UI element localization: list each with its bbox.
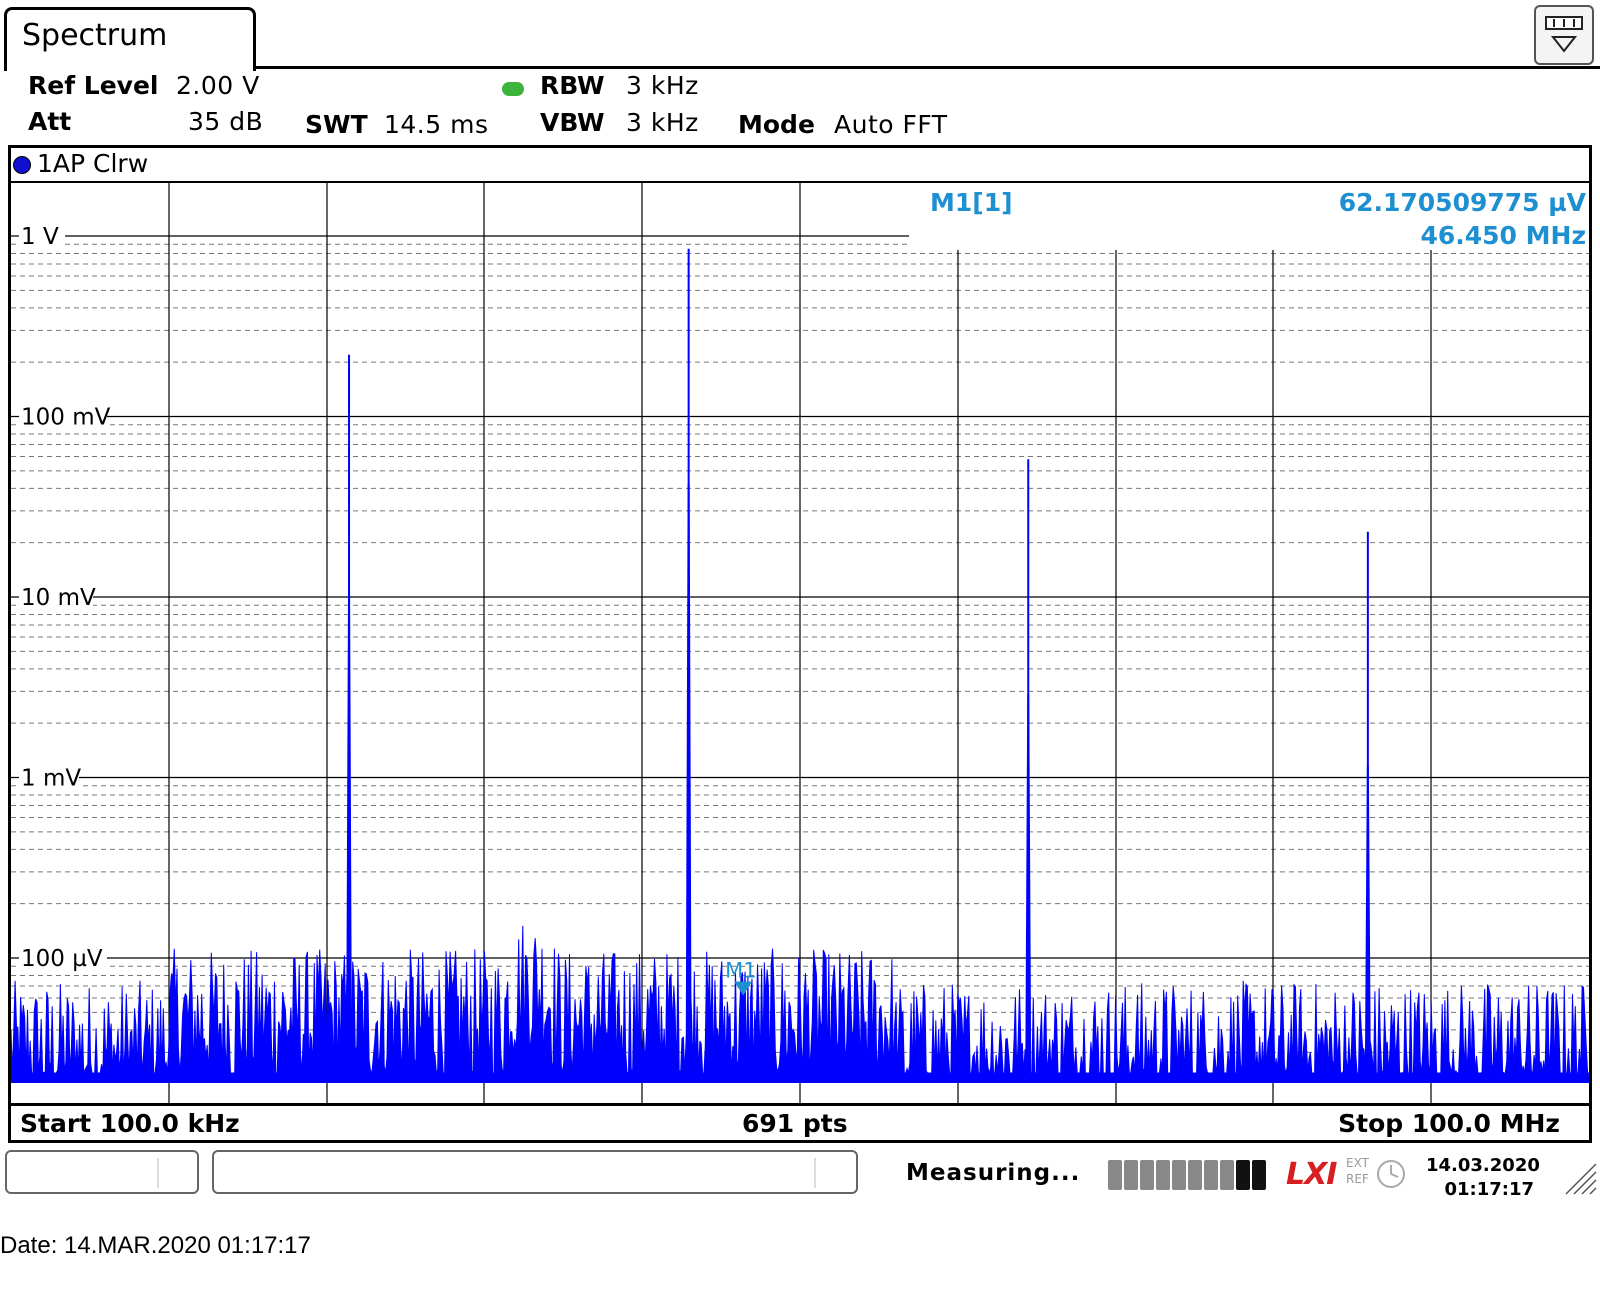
start-frequency: Start 100.0 kHz xyxy=(20,1109,240,1138)
trace-baseline xyxy=(11,1073,1589,1083)
progress-segment xyxy=(1108,1160,1122,1190)
vbw-value: 3 kHz xyxy=(626,108,699,137)
footer-separator xyxy=(11,1103,1589,1106)
progress-segment xyxy=(1236,1160,1250,1190)
rbw-value: 3 kHz xyxy=(626,71,699,100)
status-field-1[interactable] xyxy=(5,1150,199,1194)
lxi-logo-icon: LXI xyxy=(1286,1157,1336,1192)
trace-indicator-icon xyxy=(13,156,31,174)
peak-skirt xyxy=(1365,767,1371,1078)
ref-level-label: Ref Level xyxy=(28,71,159,100)
measuring-status: Measuring... xyxy=(906,1160,1080,1186)
progress-segment xyxy=(1172,1160,1186,1190)
progress-segment xyxy=(1140,1160,1154,1190)
peak-skirt xyxy=(686,484,692,1078)
marker-value: 62.170509775 µV xyxy=(1339,188,1586,217)
vbw-label: VBW xyxy=(540,108,605,137)
marker-name: M1[1] xyxy=(930,188,1013,217)
mode-value: Auto FFT xyxy=(834,110,948,139)
ext-ref-clock-icon xyxy=(1375,1158,1407,1190)
y-tick-label: 100 µV xyxy=(21,946,103,972)
marker-triangle-icon xyxy=(734,981,752,995)
status-datetime: 14.03.2020 01:17:17 xyxy=(1426,1154,1534,1202)
progress-segment xyxy=(1124,1160,1138,1190)
att-value: 35 dB xyxy=(188,107,263,136)
window-menu-button[interactable] xyxy=(1534,5,1594,65)
progress-segment xyxy=(1188,1160,1202,1190)
status-time: 01:17:17 xyxy=(1426,1178,1534,1202)
swt-label: SWT xyxy=(305,110,368,139)
ext-ref-label: EXT REF xyxy=(1346,1156,1369,1186)
progress-indicator xyxy=(1108,1160,1270,1192)
peak-skirt xyxy=(346,590,352,1078)
progress-segment xyxy=(1204,1160,1218,1190)
rbw-status-indicator xyxy=(502,82,524,96)
progress-segment xyxy=(1156,1160,1170,1190)
att-label: Att xyxy=(28,107,71,136)
progress-segment xyxy=(1252,1160,1266,1190)
y-tick-label: 1 V xyxy=(21,224,59,250)
mode-label: Mode xyxy=(738,110,815,139)
y-tick-label: 10 mV xyxy=(21,585,96,611)
ref-level-value: 2.00 V xyxy=(176,71,260,100)
marker-frequency: 46.450 MHz xyxy=(1420,221,1586,250)
progress-segment xyxy=(1220,1160,1234,1190)
grid xyxy=(11,183,1589,1103)
spectrum-plot[interactable]: 1 V 100 mV 10 mV 1 mV 100 µV M1 xyxy=(11,183,1589,1103)
rbw-label: RBW xyxy=(540,71,605,100)
stop-frequency: Stop 100.0 MHz xyxy=(1338,1109,1560,1138)
status-date: 14.03.2020 xyxy=(1426,1154,1534,1178)
status-field-2[interactable] xyxy=(212,1150,858,1194)
trace-label: 1AP Clrw xyxy=(37,149,148,178)
resize-grip-icon[interactable] xyxy=(1562,1160,1598,1196)
y-tick-label: 100 mV xyxy=(21,405,111,431)
capture-date: Date: 14.MAR.2020 01:17:17 xyxy=(0,1232,311,1260)
peak-skirt xyxy=(1025,694,1031,1078)
tab-title: Spectrum xyxy=(22,18,167,53)
marker-tag: M1 xyxy=(725,958,756,982)
point-count: 691 pts xyxy=(742,1109,848,1138)
y-tick-label: 1 mV xyxy=(21,766,81,792)
tab-underline xyxy=(254,66,1600,69)
window-menu-icon xyxy=(1536,7,1592,63)
swt-value: 14.5 ms xyxy=(384,110,489,139)
ext-ref-indicator: EXT REF xyxy=(1346,1155,1369,1187)
